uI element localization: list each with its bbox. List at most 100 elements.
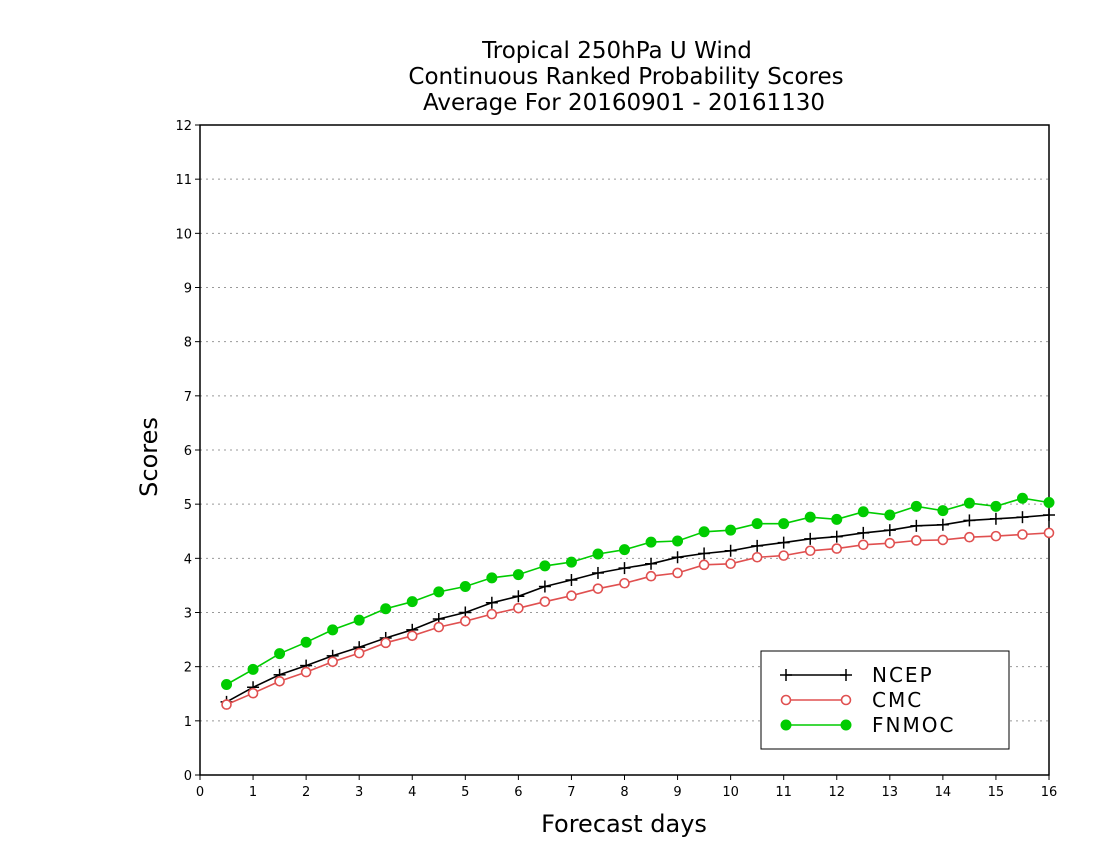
y-tick-label-10: 10	[175, 227, 192, 242]
point-cmc-17	[672, 567, 683, 579]
point-ncep-16	[645, 557, 658, 570]
point-fnmoc-11	[512, 569, 524, 581]
x-tick-label-15: 15	[988, 785, 1005, 800]
grid	[200, 178, 1049, 722]
point-fnmoc-21	[778, 518, 790, 530]
x-tick-label-14: 14	[935, 785, 952, 800]
title-line-2: Continuous Ranked Probability Scores	[408, 64, 843, 90]
point-fnmoc-31	[1043, 497, 1055, 509]
title-line-1: Tropical 250hPa U Wind	[481, 38, 752, 64]
point-ncep-28	[963, 514, 976, 527]
x-tick-label-13: 13	[882, 785, 899, 800]
point-fnmoc-5	[353, 614, 365, 626]
point-ncep-14	[591, 566, 604, 579]
point-cmc-21	[778, 550, 789, 561]
point-ncep-21	[777, 536, 790, 549]
y-tick-label-2: 2	[184, 661, 192, 676]
point-cmc-28	[964, 531, 975, 543]
point-cmc-6	[380, 637, 392, 649]
legend-marker-fnmoc-end	[840, 719, 852, 731]
chart-title: Tropical 250hPa U Wind Continuous Ranked…	[408, 38, 843, 116]
legend-item-fnmoc: FNMOC	[780, 713, 955, 737]
point-ncep-27	[936, 518, 949, 531]
y-tick-label-6: 6	[184, 444, 192, 459]
y-tick-label-3: 3	[184, 607, 192, 622]
y-axis-label: Scores	[135, 417, 163, 497]
point-fnmoc-7	[406, 596, 418, 608]
point-cmc-14	[592, 583, 604, 594]
point-fnmoc-8	[433, 586, 445, 598]
legend-label-fnmoc: FNMOC	[872, 713, 955, 737]
y-tick-label-12: 12	[175, 119, 192, 134]
point-cmc-25	[884, 537, 896, 549]
point-fnmoc-13	[565, 556, 577, 568]
point-cmc-12	[539, 596, 551, 607]
x-tick-label-4: 4	[408, 785, 416, 800]
point-cmc-31	[1043, 527, 1055, 539]
legend-label-cmc: CMC	[872, 688, 923, 712]
point-fnmoc-20	[751, 518, 763, 530]
point-fnmoc-30	[1016, 492, 1028, 504]
point-cmc-4	[327, 656, 338, 668]
point-cmc-8	[433, 621, 445, 633]
y-tick-label-7: 7	[184, 390, 192, 405]
x-tick-label-8: 8	[620, 785, 628, 800]
point-ncep-12	[538, 580, 551, 593]
point-ncep-15	[618, 562, 631, 575]
series-fnmoc	[221, 492, 1055, 691]
point-ncep-22	[804, 532, 817, 545]
point-cmc-26	[911, 535, 922, 546]
series-ncep	[220, 509, 1055, 708]
point-cmc-7	[406, 630, 418, 642]
point-cmc-23	[831, 543, 843, 554]
point-ncep-30	[1016, 511, 1029, 524]
y-tick-label-8: 8	[184, 336, 192, 351]
point-cmc-22	[804, 545, 816, 557]
point-fnmoc-9	[459, 581, 471, 592]
legend-marker-ncep-start	[780, 669, 792, 681]
point-cmc-3	[300, 666, 312, 678]
point-fnmoc-6	[380, 603, 392, 615]
y-tick-label-1: 1	[184, 715, 192, 730]
point-ncep-13	[565, 574, 578, 586]
point-cmc-9	[460, 615, 471, 627]
x-tick-label-5: 5	[461, 785, 469, 800]
point-cmc-19	[725, 558, 736, 570]
point-fnmoc-0	[221, 679, 233, 691]
point-cmc-27	[937, 534, 949, 546]
point-fnmoc-15	[619, 544, 630, 556]
point-fnmoc-26	[910, 500, 922, 512]
point-fnmoc-4	[327, 624, 339, 636]
point-ncep-29	[989, 512, 1002, 525]
series-cmc	[221, 527, 1055, 710]
point-ncep-24	[857, 526, 870, 539]
point-ncep-10	[485, 596, 498, 609]
point-fnmoc-27	[937, 505, 949, 517]
point-cmc-16	[645, 570, 657, 582]
point-ncep-19	[724, 544, 737, 557]
title-line-3: Average For 20160901 - 20161130	[423, 90, 825, 116]
point-cmc-29	[990, 530, 1002, 542]
point-ncep-31	[1043, 509, 1055, 521]
point-cmc-11	[513, 602, 524, 614]
point-fnmoc-22	[804, 511, 816, 523]
x-tick-label-7: 7	[567, 785, 575, 800]
point-fnmoc-17	[672, 535, 684, 547]
legend-marker-fnmoc-start	[780, 719, 792, 731]
point-fnmoc-2	[274, 648, 286, 660]
x-tick-label-2: 2	[302, 785, 310, 800]
point-cmc-15	[619, 577, 630, 589]
point-ncep-11	[512, 590, 525, 603]
x-tick-label-0: 0	[196, 785, 204, 800]
y-tick-label-0: 0	[184, 769, 192, 784]
y-tick-label-11: 11	[175, 173, 192, 188]
y-tick-label-4: 4	[184, 552, 192, 567]
point-fnmoc-14	[592, 548, 604, 560]
point-ncep-17	[671, 551, 684, 564]
point-cmc-30	[1017, 529, 1028, 540]
point-ncep-23	[830, 530, 843, 543]
plot-frame	[199, 124, 1050, 776]
legend-marker-cmc-start	[780, 694, 792, 706]
